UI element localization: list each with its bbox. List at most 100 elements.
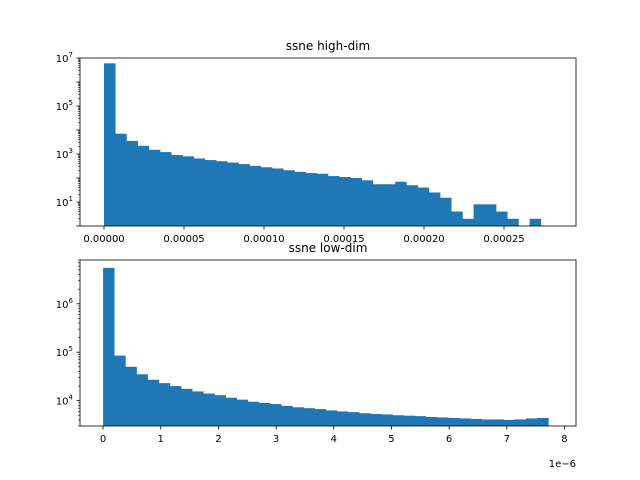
x-tick-label: 2 [215, 434, 221, 445]
histogram-bar [328, 176, 340, 226]
histogram-bar [137, 145, 150, 226]
histogram-bar [125, 366, 137, 426]
low-dim-axes-frame [79, 259, 577, 427]
histogram-bar [336, 411, 349, 426]
histogram-bar [316, 173, 329, 226]
histogram-bar [496, 211, 508, 226]
low-dim-x-ticks: 0 1 2 3 4 5 6 7 8 [100, 426, 568, 445]
histogram-bar [136, 374, 148, 426]
histogram-bar [203, 393, 215, 426]
histogram-bar [305, 173, 318, 226]
histogram-bar [294, 171, 306, 226]
y-tick-label: 101 [56, 195, 73, 209]
histogram-bar [359, 413, 371, 426]
panel-high-dim: 0.00000 0.00005 0.00010 0.00015 0.00020 0.000… [56, 39, 577, 245]
histogram-bar [507, 218, 519, 226]
y-tick-label: 104 [56, 394, 74, 408]
histogram-bar [428, 192, 441, 226]
high-dim-title: ssne high-dim [286, 39, 370, 53]
histogram-bar [169, 386, 182, 426]
histogram-bar [350, 178, 362, 226]
x-tick-label: 7 [504, 434, 510, 445]
histogram-bar [314, 409, 327, 426]
low-dim-bars [103, 267, 549, 426]
histogram-bar [214, 395, 226, 426]
histogram-bar [180, 388, 193, 426]
histogram-bar [193, 158, 206, 226]
histogram-bar [325, 410, 338, 426]
x-tick-label: 0.00020 [403, 234, 444, 245]
histogram-bar [537, 417, 549, 426]
histogram-bar [115, 133, 127, 226]
histogram-bar [292, 407, 304, 426]
histogram-bar [192, 391, 204, 426]
histogram-bar [270, 404, 282, 426]
histogram-bar [238, 164, 250, 226]
histogram-bar [492, 419, 505, 426]
high-dim-y-ticks: 101 103 105 107 [56, 51, 80, 227]
panel-low-dim: 0 1 2 3 4 5 6 7 8 104 105 106 ssne low-dim 1e−6 [56, 241, 577, 470]
histogram-bar [437, 417, 449, 426]
x-tick-label: 0.00025 [483, 234, 524, 245]
histogram-bar [249, 165, 262, 226]
histogram-bar [451, 211, 463, 226]
high-dim-x-ticks: 0.00000 0.00005 0.00010 0.00015 0.00020 0.000… [83, 226, 525, 245]
x-tick-label: 8 [561, 434, 567, 445]
histogram-bar [470, 418, 482, 426]
histogram-bar [158, 383, 171, 426]
y-tick-label: 105 [56, 345, 73, 359]
low-dim-offset-text: 1e−6 [549, 459, 576, 470]
histogram-bar [503, 419, 516, 426]
histogram-bar [126, 140, 138, 226]
histogram-bar [114, 355, 126, 426]
histogram-bar [104, 63, 116, 226]
histogram-bar [372, 184, 385, 226]
x-tick-label: 0 [100, 434, 106, 445]
x-tick-label: 1 [158, 434, 164, 445]
histogram-bar [529, 218, 542, 226]
y-tick-label: 107 [56, 51, 73, 65]
x-tick-label: 0.00005 [163, 234, 204, 245]
x-tick-label: 4 [331, 434, 337, 445]
histogram-bar [425, 417, 438, 426]
histogram-bar [406, 185, 418, 226]
histogram-bar [227, 162, 239, 226]
histogram-bar [182, 156, 194, 226]
histogram-bar [459, 418, 471, 426]
histogram-bar [414, 416, 427, 426]
x-tick-label: 3 [273, 434, 279, 445]
histogram-bar [272, 168, 284, 226]
histogram-bar [403, 415, 416, 426]
y-tick-label: 106 [56, 297, 74, 311]
histogram-bar [258, 402, 271, 426]
histogram-bar [462, 218, 474, 226]
histogram-bar [103, 267, 115, 426]
histogram-bar [514, 419, 527, 426]
histogram-bar [440, 197, 452, 226]
histogram-bar [339, 177, 351, 226]
histogram-bar [247, 401, 260, 426]
low-dim-y-ticks: 104 105 106 [56, 259, 80, 427]
histogram-bar [171, 155, 183, 226]
histogram-bar [160, 152, 172, 226]
x-tick-label: 0.00010 [243, 234, 284, 245]
histogram-bar [526, 418, 538, 426]
histogram-bar [392, 415, 404, 426]
high-dim-axes-frame [79, 57, 577, 227]
histogram-bar [216, 161, 228, 226]
histogram-bar [481, 419, 494, 426]
histogram-bar [473, 204, 486, 226]
high-dim-bars [104, 63, 542, 226]
histogram-bar [225, 397, 237, 426]
x-tick-label: 5 [388, 434, 394, 445]
x-tick-label: 0.00015 [323, 234, 364, 245]
histogram-bar [236, 399, 249, 426]
histogram-bar [148, 149, 161, 226]
histogram-bar [370, 414, 382, 426]
histogram-bar [417, 187, 430, 226]
histogram-bar [281, 405, 293, 426]
histogram-bar [484, 204, 497, 226]
x-tick-label: 0.00000 [83, 234, 124, 245]
histogram-bar [260, 167, 273, 226]
